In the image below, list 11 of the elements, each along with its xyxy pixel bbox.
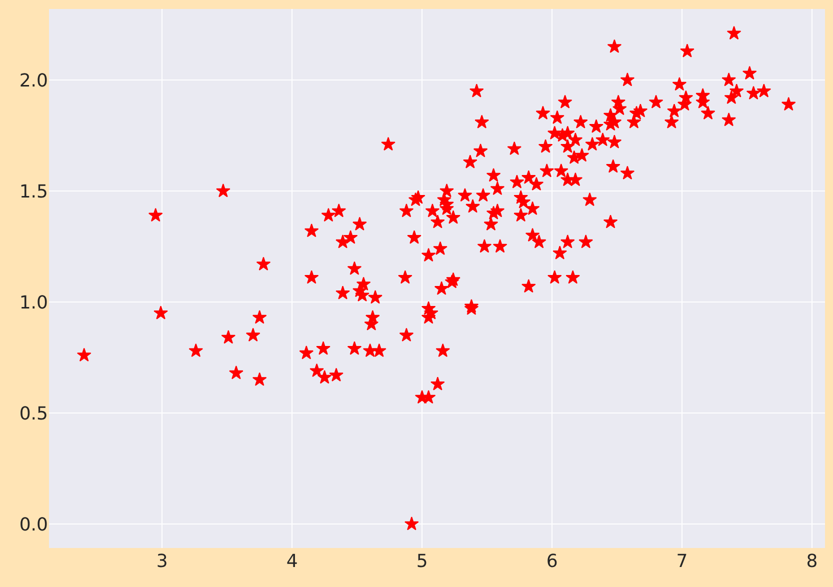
x-tick-label: 8 — [806, 551, 818, 572]
y-tick-label: 0.0 — [19, 514, 48, 536]
x-tick-label: 5 — [416, 551, 428, 572]
y-tick-label: 0.5 — [19, 403, 48, 424]
y-tick-label: 1.0 — [19, 292, 48, 314]
x-tick-label: 4 — [286, 551, 298, 572]
y-tick-label: 2.0 — [19, 70, 48, 92]
x-tick-label: 7 — [676, 551, 688, 572]
y-tick-label: 1.5 — [19, 181, 48, 202]
x-tick-label: 3 — [156, 551, 168, 572]
x-tick-label: 6 — [546, 551, 558, 572]
